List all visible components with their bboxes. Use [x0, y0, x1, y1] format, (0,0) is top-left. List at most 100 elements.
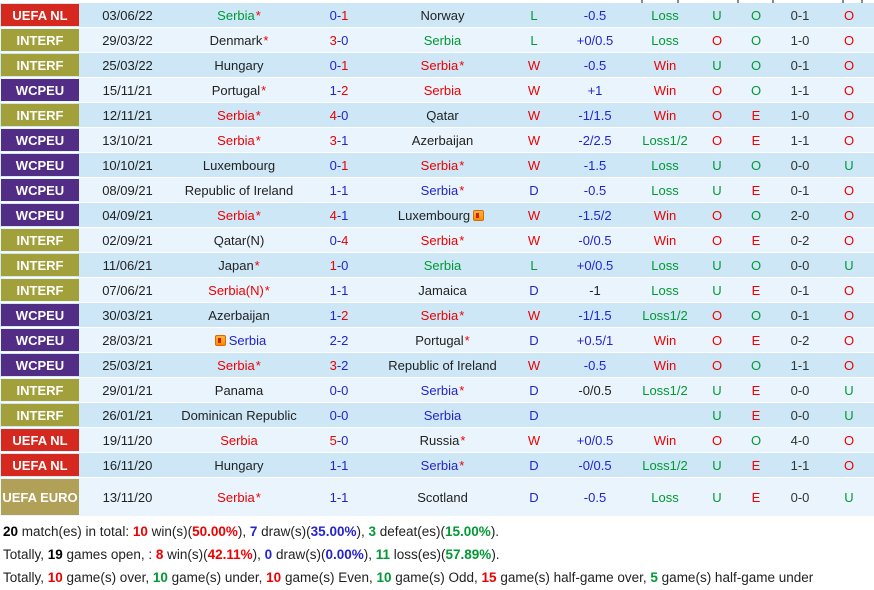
- team-name: Serbia: [423, 82, 462, 98]
- home-goals: 3: [329, 32, 337, 48]
- match-date: 12/11/21: [80, 103, 175, 127]
- handicap-result-text: Loss1/2: [642, 457, 688, 473]
- team-name: Serbia: [423, 32, 462, 48]
- result-letter: L: [510, 253, 558, 277]
- half-time-score-text: 0-1: [790, 182, 810, 198]
- second-over-under-letter-text: O: [843, 107, 855, 123]
- over-under-letter: U: [698, 378, 736, 402]
- away-goals: 2: [341, 357, 349, 373]
- competition-cell: WCPEU: [0, 303, 80, 327]
- match-row: UEFA NL 19/11/20 Serbia 5-0 Russia * W +0/0.5 Wi…: [0, 428, 874, 453]
- competition-badge: WCPEU: [1, 304, 79, 326]
- score-dash: -: [336, 207, 342, 223]
- team-name: Serbia: [420, 382, 459, 398]
- team-name: Jamaica: [418, 282, 467, 298]
- away-goals: 0: [341, 407, 349, 423]
- summary-segment: game(s) Even,: [281, 570, 377, 585]
- asian-handicap-line: -0/0.5: [558, 453, 632, 477]
- home-team: Serbia: [175, 428, 303, 452]
- asian-handicap-line: -1/1.5: [558, 103, 632, 127]
- team-name: Serbia: [420, 157, 459, 173]
- score-dash: -: [336, 382, 342, 398]
- half-time-score: 0-1: [776, 303, 824, 327]
- result-letter: D: [510, 453, 558, 477]
- handicap-result: Loss: [632, 478, 698, 516]
- result-letter-text: W: [527, 432, 541, 448]
- asian-handicap-line-text: -0.5: [583, 489, 607, 505]
- odd-even-letter-text: O: [750, 157, 762, 173]
- over-under-letter-text: O: [711, 432, 723, 448]
- result-letter: L: [510, 28, 558, 52]
- second-over-under-letter: O: [824, 328, 874, 352]
- competition-badge: UEFA NL: [1, 429, 79, 451]
- result-letter: W: [510, 78, 558, 102]
- team-name: Serbia: [217, 132, 255, 148]
- odd-even-letter: O: [736, 53, 776, 77]
- score-dash: -: [336, 157, 342, 173]
- team-star: *: [255, 357, 261, 373]
- team-name: Serbia: [217, 107, 255, 123]
- team-name: Luxembourg: [202, 157, 276, 173]
- home-goals: 4: [329, 207, 337, 223]
- competition-cell: WCPEU: [0, 353, 80, 377]
- home-goals: 5: [329, 432, 337, 448]
- match-row: WCPEU 08/09/21 Republic of Ireland 1-1 Serbi…: [0, 178, 874, 203]
- odd-even-letter-text: E: [751, 182, 761, 198]
- away-goals: 0: [341, 107, 349, 123]
- team-name: Qatar(N): [213, 232, 265, 248]
- home-team: Serbia *: [175, 128, 303, 152]
- odd-even-letter: E: [736, 453, 776, 477]
- over-under-letter: U: [698, 278, 736, 302]
- competition-badge: WCPEU: [1, 79, 79, 101]
- second-over-under-letter: U: [824, 478, 874, 516]
- team-name: Azerbaijan: [411, 132, 474, 148]
- home-team: Qatar(N): [175, 228, 303, 252]
- home-team: Republic of Ireland: [175, 178, 303, 202]
- score-dash: -: [336, 132, 342, 148]
- summary-segment: win(s)(: [163, 547, 208, 562]
- score-dash: -: [336, 232, 342, 248]
- half-time-score-text: 0-1: [790, 282, 810, 298]
- result-letter-text: D: [529, 382, 539, 398]
- result-letter-text: W: [527, 107, 541, 123]
- over-under-letter: O: [698, 353, 736, 377]
- result-letter-text: W: [527, 207, 541, 223]
- match-date: 08/09/21: [80, 178, 175, 202]
- away-team: Serbia *: [375, 378, 510, 402]
- result-letter: W: [510, 203, 558, 227]
- odd-even-letter-text: O: [750, 357, 762, 373]
- over-under-letter-text: U: [712, 282, 722, 298]
- match-date-text: 03/06/22: [102, 7, 153, 23]
- half-time-score-text: 1-0: [790, 107, 810, 123]
- over-under-letter: O: [698, 128, 736, 152]
- asian-handicap-line-text: -2/2.5: [578, 132, 612, 148]
- half-time-score: 2-0: [776, 203, 824, 227]
- handicap-result: [632, 403, 698, 427]
- odd-even-letter-text: E: [751, 489, 761, 505]
- full-time-score: 1-2: [303, 303, 375, 327]
- away-team: Serbia *: [375, 303, 510, 327]
- full-time-score: 3-1: [303, 128, 375, 152]
- match-date-text: 12/11/21: [102, 107, 153, 123]
- over-under-letter-text: O: [711, 307, 723, 323]
- match-row: INTERF 29/01/21 Panama 0-0 Serbia * D -0/0.5 Los…: [0, 378, 874, 403]
- summary-segment: 8: [155, 547, 164, 562]
- half-time-score-text: 0-1: [790, 57, 810, 73]
- summary-segment: game(s) under,: [167, 570, 267, 585]
- odd-even-letter: E: [736, 178, 776, 202]
- result-letter-text: W: [527, 132, 541, 148]
- match-date: 25/03/21: [80, 353, 175, 377]
- home-team: Hungary: [175, 53, 303, 77]
- odd-even-letter: O: [736, 153, 776, 177]
- over-under-letter-text: O: [711, 207, 723, 223]
- half-time-score: 0-0: [776, 478, 824, 516]
- match-history-table: UEFA NL 03/06/22 Serbia * 0-1 Norway L -0.5 Loss…: [0, 3, 874, 517]
- odd-even-letter: O: [736, 428, 776, 452]
- handicap-result-text: Loss: [651, 157, 679, 173]
- over-under-letter: O: [698, 328, 736, 352]
- full-time-score: 5-0: [303, 428, 375, 452]
- second-over-under-letter-text: U: [844, 157, 854, 173]
- full-time-score: 1-0: [303, 253, 375, 277]
- home-goals: 0: [329, 57, 337, 73]
- half-time-score-text: 1-1: [790, 132, 810, 148]
